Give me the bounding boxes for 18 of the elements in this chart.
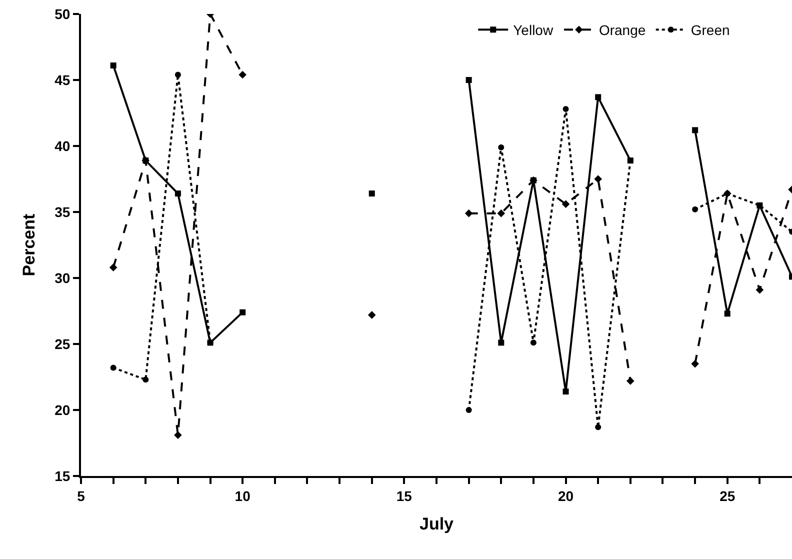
y-tick-label: 40 <box>54 138 70 154</box>
y-tick-label: 35 <box>54 204 70 220</box>
x-tick-label: 10 <box>234 488 251 504</box>
y-tick-label: 45 <box>54 72 70 88</box>
x-tick-label: 25 <box>720 488 736 504</box>
legend-label: Green <box>690 22 730 38</box>
y-tick-label: 30 <box>54 270 70 286</box>
y-tick-label: 25 <box>54 336 70 352</box>
x-tick-label: 5 <box>77 488 86 504</box>
x-axis-title: July <box>419 514 454 534</box>
y-tick-label: 50 <box>54 6 70 22</box>
legend-label: Orange <box>598 22 646 38</box>
y-tick-label: 15 <box>54 468 70 484</box>
legend-label: Yellow <box>513 22 554 38</box>
y-axis-title: Percent <box>20 213 39 276</box>
y-tick-label: 20 <box>54 402 70 418</box>
x-tick-label: 15 <box>396 488 412 504</box>
x-tick-label: 20 <box>558 488 574 504</box>
